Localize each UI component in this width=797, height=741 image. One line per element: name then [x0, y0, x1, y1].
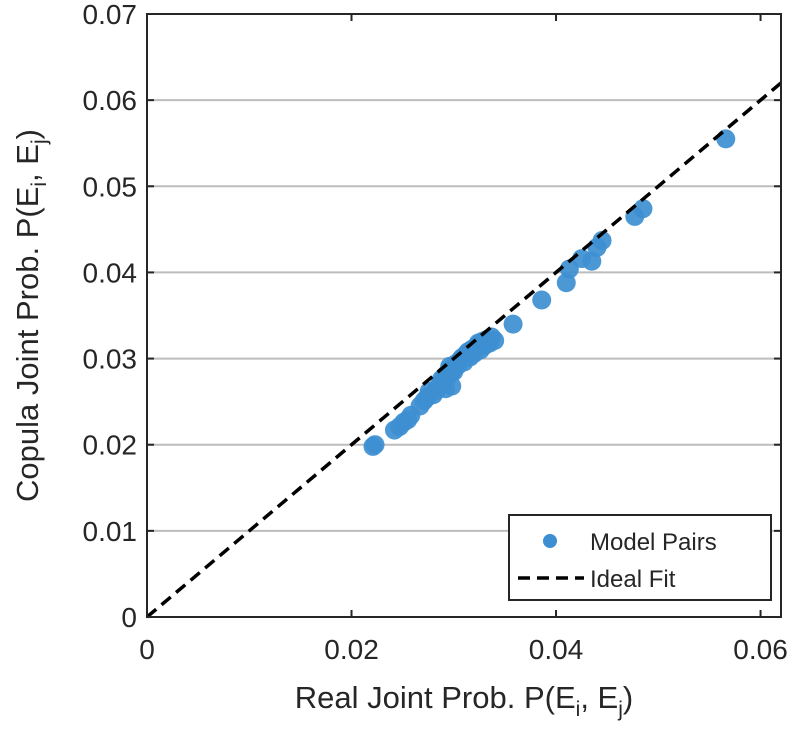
x-tick-label-3: 0.06 [733, 634, 788, 665]
legend-label-model-pairs: Model Pairs [590, 529, 717, 556]
model-pair-point-42 [440, 356, 460, 376]
y-tick-label-7: 0.07 [83, 0, 138, 30]
x-tick-label-2: 0.04 [529, 634, 584, 665]
y-tick-label-4: 0.04 [83, 257, 138, 288]
y-tick-label-5: 0.05 [83, 171, 138, 202]
y-axis-title-end: ) [10, 129, 45, 139]
series-layer [145, 81, 783, 619]
y-tick-label-6: 0.06 [83, 85, 138, 116]
model-pair-point-43 [436, 379, 456, 399]
x-tick-label-1: 0.02 [324, 634, 379, 665]
tick-layer: 0 0.01 0.02 0.03 0.04 0.05 0.06 0.07 0 0.02 0.04 0.… [83, 0, 788, 665]
x-axis-title-main: Real Joint Prob. P(E [295, 680, 576, 715]
y-tick-label-2: 0.02 [83, 430, 138, 461]
model-pair-point-40 [485, 330, 505, 350]
ideal-fit-line [145, 81, 783, 619]
model-pair-point-54 [716, 129, 736, 149]
y-tick-label-3: 0.03 [83, 344, 138, 375]
y-tick-label-1: 0.01 [83, 516, 138, 547]
x-axis-title-sub-i: i [576, 698, 581, 721]
legend-marker-model-pairs [543, 534, 557, 548]
model-pair-point-53 [633, 199, 653, 219]
y-axis-title-mid: , E [10, 144, 45, 182]
model-pair-point-1 [365, 435, 385, 455]
legend-box [508, 514, 772, 601]
y-axis-title: Copula Joint Prob. P(Ei, Ej) [10, 129, 51, 502]
y-tick-label-0: 0 [121, 602, 137, 633]
plot-frame [146, 13, 782, 618]
legend-label-ideal-fit: Ideal Fit [590, 566, 676, 593]
legend: Model Pairs Ideal Fit [508, 514, 772, 601]
x-tick-label-0: 0 [139, 634, 155, 665]
model-pair-point-44 [503, 314, 523, 334]
x-axis-title-mid: , E [580, 680, 618, 715]
x-axis-title-sub-j: j [617, 698, 623, 721]
y-axis-title-sub-i: i [28, 182, 51, 187]
x-axis-title: Real Joint Prob. P(Ei, Ej) [295, 680, 633, 721]
x-axis-title-end: ) [623, 680, 633, 715]
model-pair-point-45 [532, 290, 552, 310]
y-axis-title-main: Copula Joint Prob. P(E [10, 187, 45, 502]
y-axis-title-sub-j: j [28, 139, 51, 145]
